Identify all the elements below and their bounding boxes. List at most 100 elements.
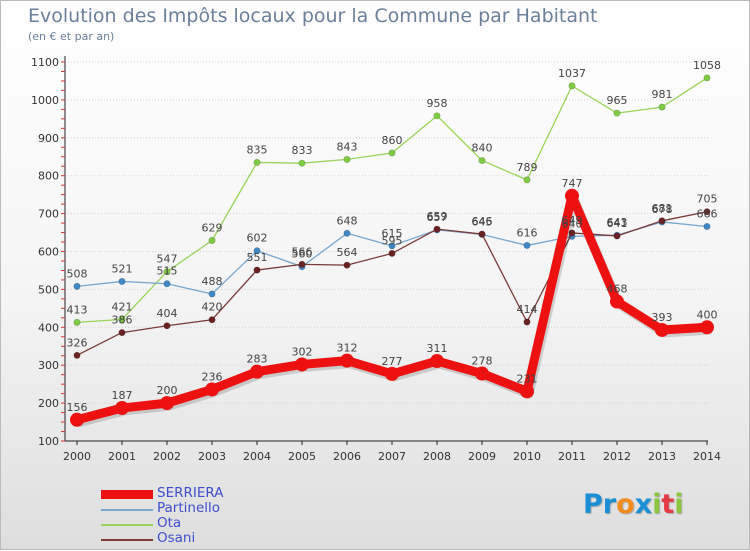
data-label-partinello: 515 xyxy=(157,265,178,278)
point-serriera xyxy=(115,401,129,416)
legend-label-ota: Ota xyxy=(157,515,182,531)
point-ota xyxy=(523,176,531,184)
point-ota xyxy=(73,318,81,326)
data-label-osani: 326 xyxy=(67,336,88,349)
data-label-ota: 981 xyxy=(652,88,673,101)
data-label-osani: 646 xyxy=(472,215,493,228)
data-label-serriera: 312 xyxy=(337,342,358,355)
point-serriera xyxy=(340,353,354,368)
y-tick-label: 400 xyxy=(38,321,59,334)
point-partinello xyxy=(703,222,711,230)
x-tick-label: 2007 xyxy=(378,450,406,463)
data-label-partinello: 640 xyxy=(562,217,583,230)
point-serriera xyxy=(610,294,624,309)
data-label-partinello: 666 xyxy=(697,207,718,220)
y-tick-label: 500 xyxy=(38,283,59,296)
logo-letter: i xyxy=(674,489,684,520)
data-label-partinello: 643 xyxy=(607,216,628,229)
data-label-serriera: 283 xyxy=(247,353,268,366)
point-ota xyxy=(433,112,441,120)
proxiti-logo: Proxiti xyxy=(583,489,684,520)
legend-label-osani: Osani xyxy=(157,530,196,546)
data-label-ota: 843 xyxy=(337,140,358,153)
data-label-osani: 649 xyxy=(562,214,583,227)
point-osani xyxy=(343,261,351,269)
point-ota xyxy=(478,157,486,165)
data-label-serriera: 156 xyxy=(67,401,88,414)
y-tick-label: 600 xyxy=(38,246,59,259)
point-serriera xyxy=(250,364,264,379)
point-ota xyxy=(613,109,621,117)
point-osani xyxy=(658,217,666,225)
data-label-partinello: 645 xyxy=(472,215,493,228)
data-label-partinello: 616 xyxy=(517,226,538,239)
point-ota xyxy=(658,103,666,111)
data-label-ota: 965 xyxy=(607,94,628,107)
point-partinello xyxy=(388,242,396,250)
x-tick-label: 2003 xyxy=(198,450,226,463)
y-tick-label: 1000 xyxy=(31,94,59,107)
x-tick-label: 2002 xyxy=(153,450,181,463)
x-tick-label: 2008 xyxy=(423,450,451,463)
data-label-osani: 386 xyxy=(112,314,133,327)
data-label-serriera: 277 xyxy=(382,355,403,368)
data-label-ota: 629 xyxy=(202,222,223,235)
point-ota xyxy=(163,268,171,276)
data-label-serriera: 468 xyxy=(607,283,628,296)
y-tick-label: 1100 xyxy=(31,56,59,69)
data-label-ota: 789 xyxy=(517,161,538,174)
data-label-osani: 420 xyxy=(202,301,223,314)
data-label-serriera: 302 xyxy=(292,345,313,358)
x-tick-label: 2011 xyxy=(558,450,586,463)
x-tick-label: 2001 xyxy=(108,450,136,463)
data-label-osani: 681 xyxy=(652,202,673,215)
y-tick-label: 700 xyxy=(38,208,59,221)
legend-swatch-serriera xyxy=(101,490,153,499)
x-tick-label: 2005 xyxy=(288,450,316,463)
data-label-osani: 404 xyxy=(157,307,178,320)
point-osani xyxy=(613,232,621,240)
point-serriera xyxy=(295,357,309,372)
point-partinello xyxy=(118,277,126,285)
data-label-serriera: 187 xyxy=(112,389,133,402)
point-serriera xyxy=(700,320,714,335)
y-tick-label: 300 xyxy=(38,359,59,372)
point-serriera xyxy=(70,412,84,427)
y-tick-label: 800 xyxy=(38,170,59,183)
data-label-osani: 595 xyxy=(382,234,403,247)
data-label-partinello: 521 xyxy=(112,262,133,275)
data-label-osani: 566 xyxy=(292,245,313,258)
point-osani xyxy=(298,260,306,268)
data-label-ota: 860 xyxy=(382,134,403,147)
data-label-serriera: 311 xyxy=(427,342,448,355)
point-ota xyxy=(703,74,711,82)
logo-letter: P xyxy=(583,489,603,520)
data-label-serriera: 278 xyxy=(472,355,493,368)
x-tick-label: 2014 xyxy=(693,450,721,463)
point-osani xyxy=(118,329,126,337)
point-partinello xyxy=(343,229,351,237)
data-label-ota: 1037 xyxy=(558,67,586,80)
data-label-ota: 835 xyxy=(247,143,268,156)
legend-swatch-ota xyxy=(101,524,153,526)
logo-letter: r xyxy=(602,489,617,520)
point-osani xyxy=(73,351,81,359)
y-tick-label: 200 xyxy=(38,397,59,410)
point-ota xyxy=(388,149,396,157)
legend-label-partinello: Partinello xyxy=(157,500,221,516)
point-osani xyxy=(568,229,576,237)
x-tick-label: 2013 xyxy=(648,450,676,463)
data-label-partinello: 560 xyxy=(292,248,313,261)
data-label-partinello: 678 xyxy=(652,203,673,216)
point-serriera xyxy=(205,382,219,397)
data-label-serriera: 400 xyxy=(697,308,718,321)
point-ota xyxy=(343,155,351,163)
data-label-ota: 421 xyxy=(112,300,133,313)
x-tick-label: 2012 xyxy=(603,450,631,463)
data-label-osani: 551 xyxy=(247,251,268,264)
data-label-osani: 564 xyxy=(337,246,358,259)
data-label-serriera: 747 xyxy=(562,177,583,190)
legend-swatch-partinello xyxy=(101,509,153,511)
